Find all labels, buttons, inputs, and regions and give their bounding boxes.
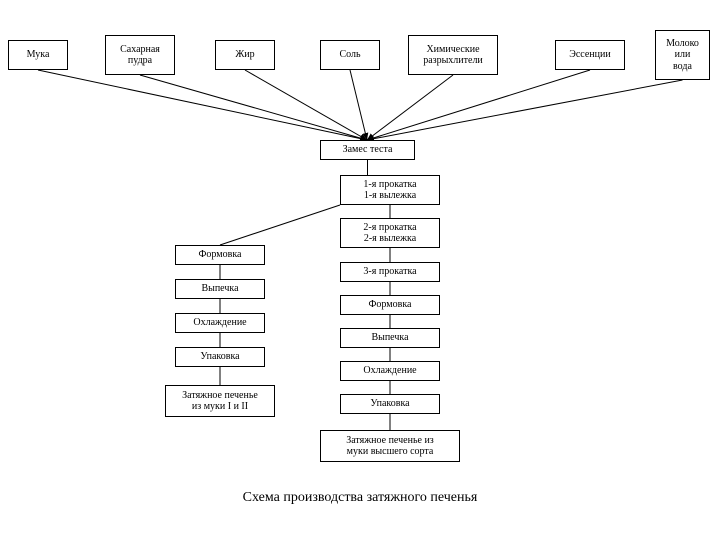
node-upak1: Упаковка (175, 347, 265, 367)
node-sahar: Сахарнаяпудра (105, 35, 175, 75)
node-sol: Соль (320, 40, 380, 70)
node-p2: 2-я прокатка2-я вылежка (340, 218, 440, 248)
node-zat1: Затяжное печеньеиз муки I и II (165, 385, 275, 417)
node-zhir: Жир (215, 40, 275, 70)
node-p1: 1-я прокатка1-я вылежка (340, 175, 440, 205)
node-moloko: Молокоиливода (655, 30, 710, 80)
node-form2: Формовка (340, 295, 440, 315)
diagram-caption: Схема производства затяжного печенья (0, 490, 720, 506)
node-zat2: Затяжное печенье измуки высшего сорта (320, 430, 460, 462)
node-him: Химическиеразрыхлители (408, 35, 498, 75)
node-vyp1: Выпечка (175, 279, 265, 299)
node-form1: Формовка (175, 245, 265, 265)
node-vyp2: Выпечка (340, 328, 440, 348)
node-ohl1: Охлаждение (175, 313, 265, 333)
node-p3: 3-я прокатка (340, 262, 440, 282)
node-zames: Замес теста (320, 140, 415, 160)
node-ess: Эссенции (555, 40, 625, 70)
node-upak2: Упаковка (340, 394, 440, 414)
node-muka: Мука (8, 40, 68, 70)
node-ohl2: Охлаждение (340, 361, 440, 381)
